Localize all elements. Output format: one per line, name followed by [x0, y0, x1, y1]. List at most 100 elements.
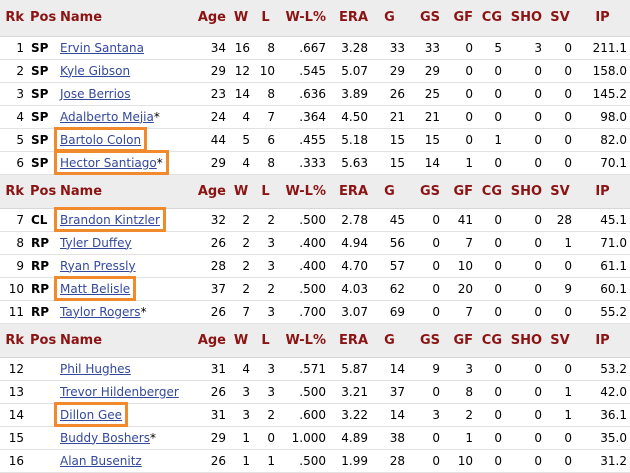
age-header[interactable]: Age	[183, 323, 229, 358]
rk-header[interactable]: Rk	[0, 0, 27, 37]
wl-cell: .455	[278, 128, 329, 152]
sv-cell: 0	[545, 449, 575, 473]
name-header[interactable]: Name	[57, 0, 183, 37]
cg-header[interactable]: CG	[476, 0, 505, 37]
gf-cell: 3	[443, 357, 476, 381]
w-cell: 4	[229, 151, 253, 175]
player-link[interactable]: Taylor Rogers	[60, 304, 141, 319]
player-link[interactable]: Ryan Pressly	[60, 258, 136, 273]
sv-cell: 1	[545, 231, 575, 255]
era-header[interactable]: ERA	[329, 323, 371, 358]
ip-cell: 35.0	[575, 426, 630, 450]
sv-header[interactable]: SV	[545, 174, 575, 209]
w-header[interactable]: W	[229, 0, 253, 37]
sv-cell: 28	[545, 208, 575, 232]
era-cell: 4.94	[329, 231, 371, 255]
ip-header[interactable]: IP	[575, 323, 630, 358]
player-link[interactable]: Bartolo Colon	[60, 132, 142, 147]
sho-header[interactable]: SHO	[505, 0, 545, 37]
rk-cell: 4	[0, 105, 27, 129]
g-header[interactable]: G	[371, 0, 408, 37]
gs-header[interactable]: GS	[408, 174, 443, 209]
player-link[interactable]: Buddy Boshers	[60, 430, 150, 445]
ip-cell: 45.1	[575, 208, 630, 232]
sho-cell: 0	[505, 128, 545, 152]
l-header[interactable]: L	[253, 174, 278, 209]
player-link[interactable]: Dillon Gee	[60, 407, 123, 422]
player-name-cell: Phil Hughes	[57, 357, 183, 381]
player-link[interactable]: Tyler Duffey	[60, 235, 132, 250]
sv-header[interactable]: SV	[545, 323, 575, 358]
ip-cell: 70.1	[575, 151, 630, 175]
table-row: 12 Phil Hughes 31 4 3.571 5.87 14 9 3 0 0 0 53.2	[0, 357, 630, 381]
wl-pct-header[interactable]: W-L%	[278, 323, 329, 358]
wl-pct-header[interactable]: W-L%	[278, 0, 329, 37]
g-header[interactable]: G	[371, 323, 408, 358]
sho-header[interactable]: SHO	[505, 174, 545, 209]
rk-header[interactable]: Rk	[0, 174, 27, 209]
era-header[interactable]: ERA	[329, 174, 371, 209]
g-header[interactable]: G	[371, 174, 408, 209]
rk-cell: 9	[0, 254, 27, 278]
l-cell: 3	[253, 231, 278, 255]
wl-cell: .571	[278, 357, 329, 381]
player-link[interactable]: Phil Hughes	[60, 361, 131, 376]
pos-header[interactable]: Pos	[27, 0, 57, 37]
l-header[interactable]: L	[253, 0, 278, 37]
sv-header[interactable]: SV	[545, 0, 575, 37]
l-cell: 7	[253, 105, 278, 129]
g-cell: 29	[371, 59, 408, 83]
ip-header[interactable]: IP	[575, 174, 630, 209]
rk-cell: 14	[0, 403, 27, 427]
player-link[interactable]: Kyle Gibson	[60, 63, 131, 78]
cg-cell: 0	[476, 208, 505, 232]
wl-pct-header[interactable]: W-L%	[278, 174, 329, 209]
w-header[interactable]: W	[229, 174, 253, 209]
l-header[interactable]: L	[253, 323, 278, 358]
pos-header[interactable]: Pos	[27, 174, 57, 209]
gs-cell: 0	[408, 449, 443, 473]
gf-header[interactable]: GF	[443, 323, 476, 358]
player-link[interactable]: Matt Belisle	[60, 281, 131, 296]
table-row: 2 SP Kyle Gibson 29 12 10.545 5.07 29 29 0 0 0 0 158.…	[0, 59, 630, 83]
age-header[interactable]: Age	[183, 0, 229, 37]
gs-header[interactable]: GS	[408, 0, 443, 37]
table-header-row: Rk Pos Name Age W L W-L% ERA G GS GF CG SHO SV IP	[0, 0, 630, 37]
rk-header[interactable]: Rk	[0, 323, 27, 358]
player-link[interactable]: Ervin Santana	[60, 40, 144, 55]
age-cell: 34	[183, 36, 229, 60]
table-row: 8 RP Tyler Duffey 26 2 3.400 4.94 56 0 7 0 0 1 71.0	[0, 231, 630, 255]
gf-header[interactable]: GF	[443, 0, 476, 37]
era-header[interactable]: ERA	[329, 0, 371, 37]
gf-header[interactable]: GF	[443, 174, 476, 209]
gs-header[interactable]: GS	[408, 323, 443, 358]
player-link[interactable]: Alan Busenitz	[60, 453, 142, 468]
name-header[interactable]: Name	[57, 323, 183, 358]
w-header[interactable]: W	[229, 323, 253, 358]
wl-cell: .333	[278, 151, 329, 175]
player-link[interactable]: Hector Santiago	[60, 155, 157, 170]
w-cell: 2	[229, 277, 253, 301]
name-header[interactable]: Name	[57, 174, 183, 209]
ip-header[interactable]: IP	[575, 0, 630, 37]
player-link[interactable]: Jose Berrios	[60, 86, 131, 101]
ip-cell: 211.1	[575, 36, 630, 60]
rk-cell: 1	[0, 36, 27, 60]
wl-cell: .500	[278, 449, 329, 473]
age-header[interactable]: Age	[183, 174, 229, 209]
gf-cell: 7	[443, 300, 476, 324]
cg-header[interactable]: CG	[476, 323, 505, 358]
pos-header[interactable]: Pos	[27, 323, 57, 358]
player-link[interactable]: Brandon Kintzler	[60, 212, 160, 227]
sho-header[interactable]: SHO	[505, 323, 545, 358]
pos-cell	[27, 449, 57, 473]
sv-cell: 0	[545, 128, 575, 152]
gf-cell: 7	[443, 231, 476, 255]
g-cell: 62	[371, 277, 408, 301]
cg-header[interactable]: CG	[476, 174, 505, 209]
player-link[interactable]: Adalberto Mejia	[60, 109, 154, 124]
player-name-cell: Bartolo Colon	[57, 128, 183, 152]
ip-cell: 60.1	[575, 277, 630, 301]
player-link[interactable]: Trevor Hildenberger	[60, 384, 179, 399]
